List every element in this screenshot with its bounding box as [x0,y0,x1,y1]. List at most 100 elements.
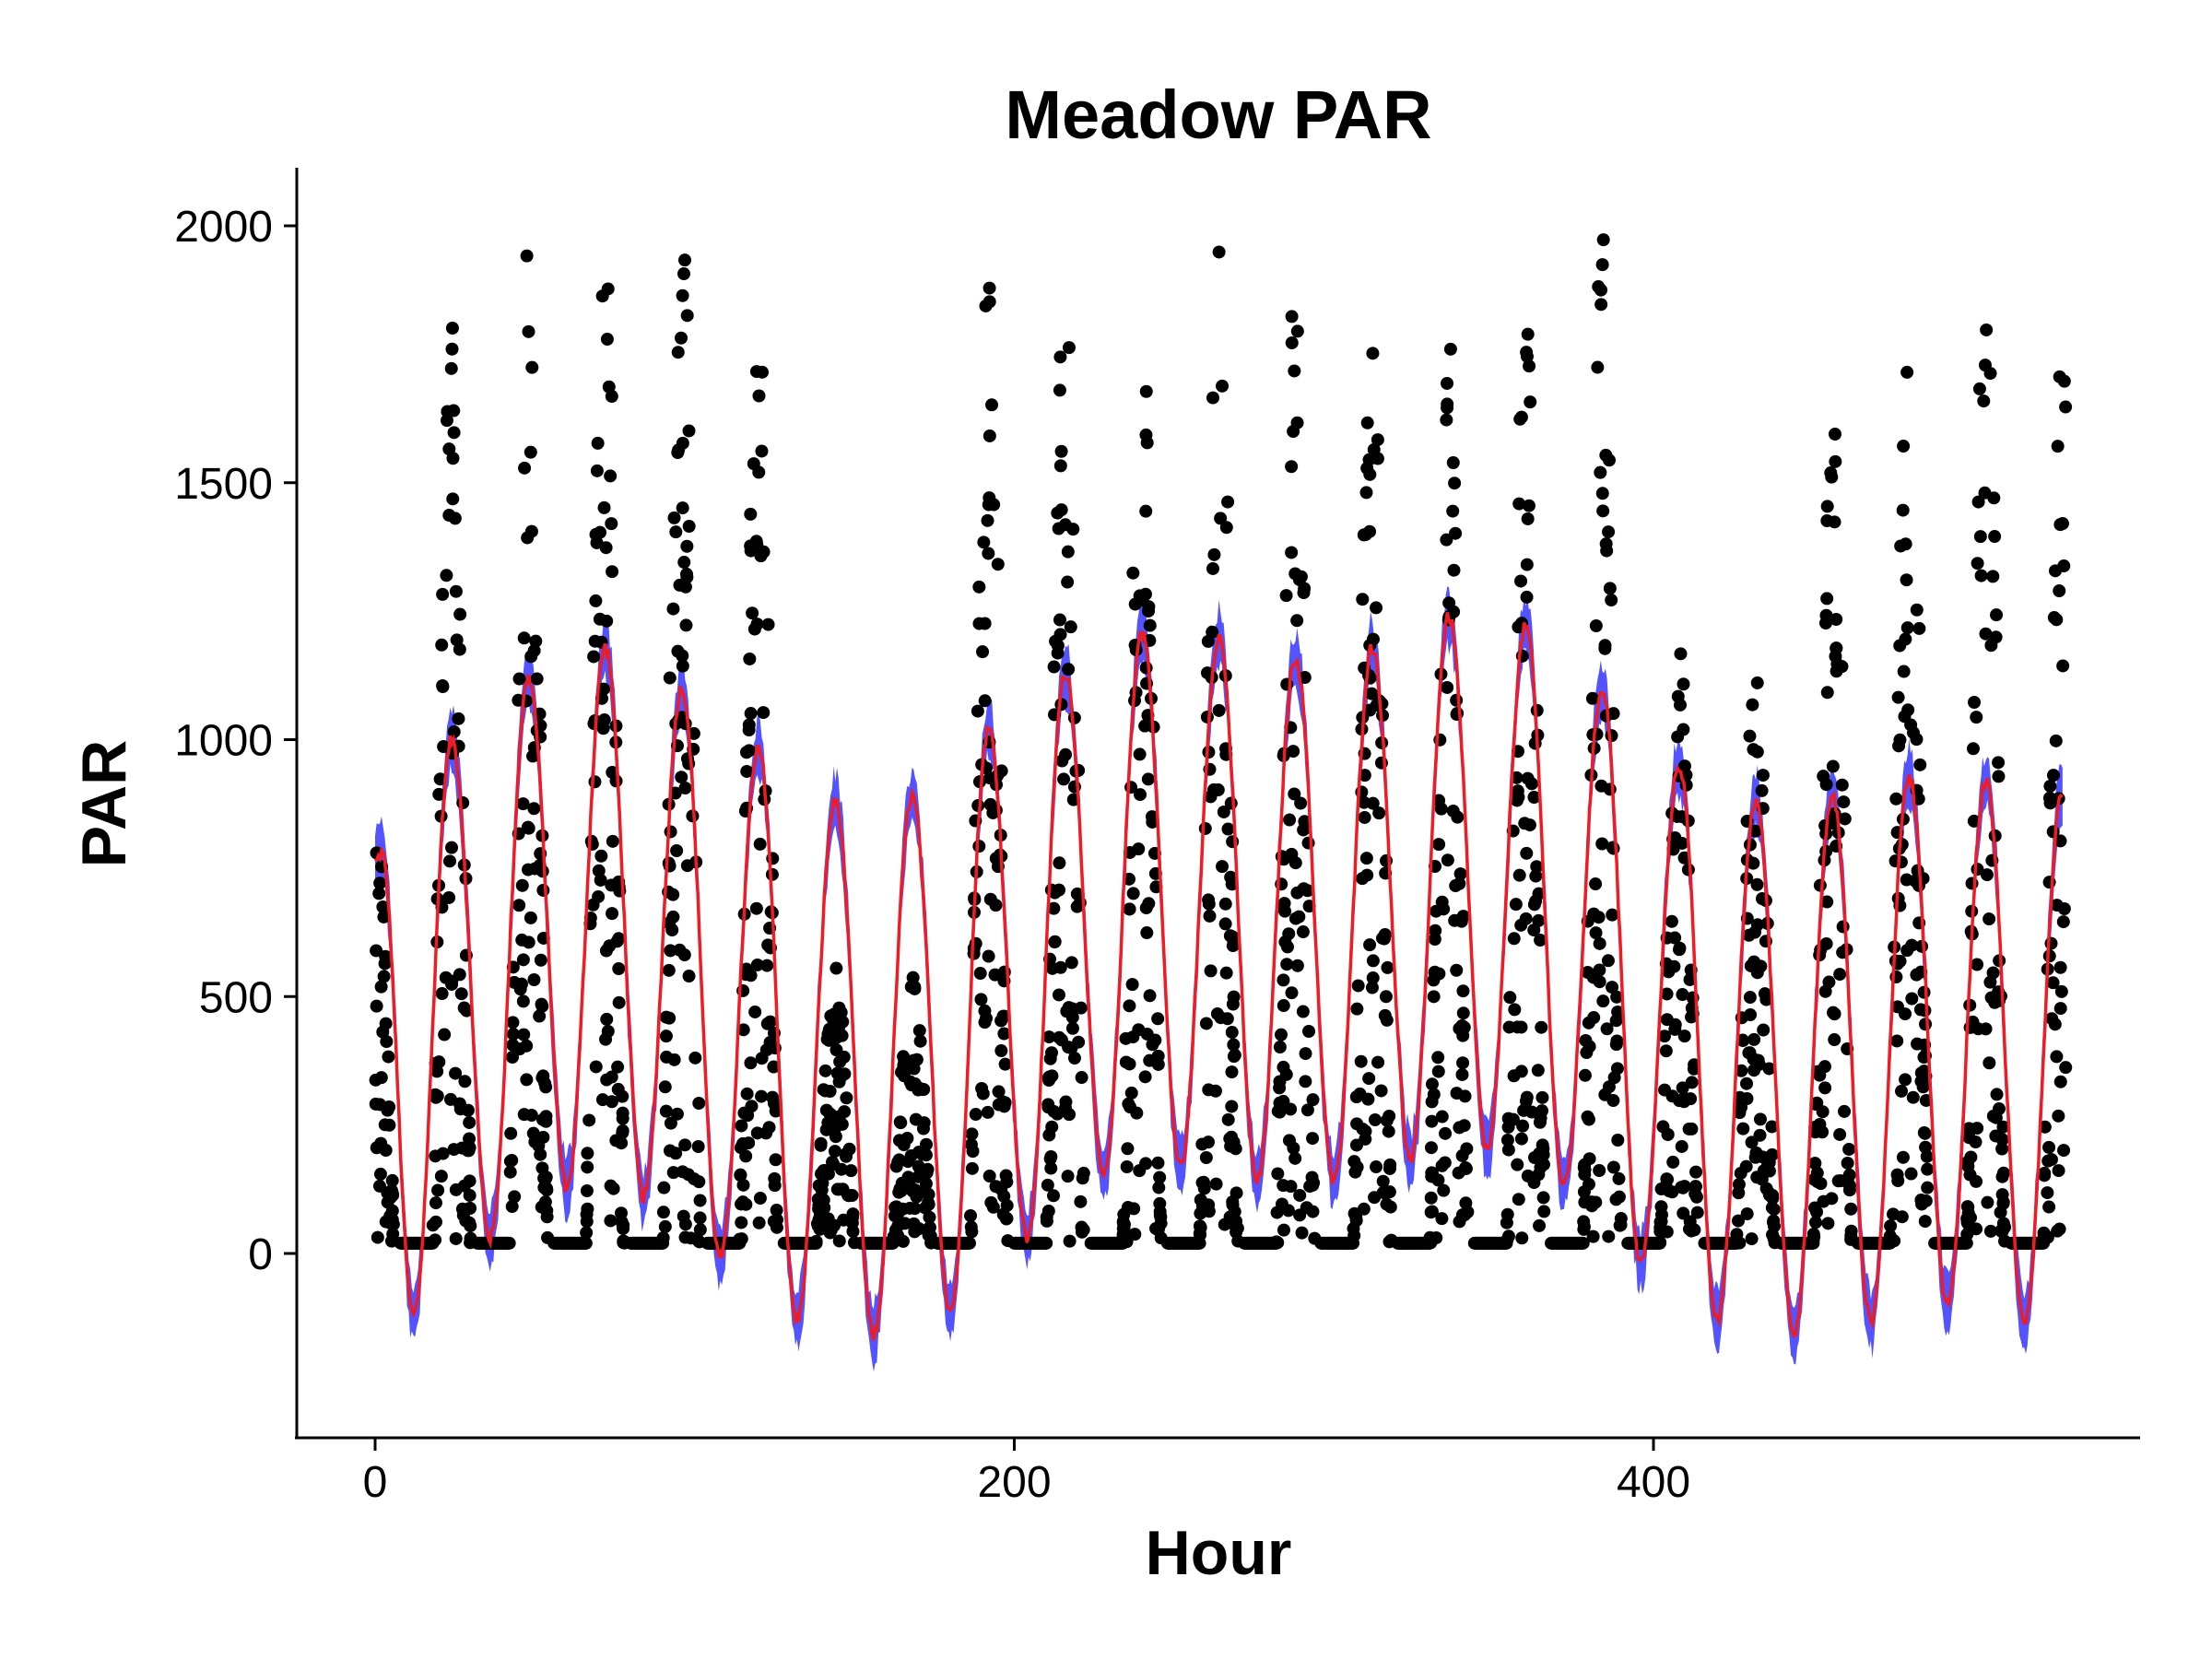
data-point [762,1121,776,1135]
data-point [829,1130,842,1144]
data-point [505,1200,519,1214]
data-point [604,1214,618,1228]
data-point [1966,1015,1980,1029]
data-point [1139,901,1153,915]
data-point [1748,1150,1762,1164]
data-point [1662,965,1676,979]
data-point [1434,802,1448,816]
data-point [1365,981,1379,994]
data-point [693,1211,707,1225]
data-point [1427,990,1441,1004]
data-point [1605,594,1618,607]
data-point [1446,456,1460,470]
data-point [1382,1235,1396,1249]
data-point [965,1161,979,1175]
data-point [1503,991,1517,1005]
data-point [520,1039,534,1053]
data-point [667,511,681,524]
data-point [463,1174,477,1188]
data-point [616,1218,629,1232]
data-point [1435,1110,1449,1124]
data-point [892,1153,906,1167]
data-point [1219,521,1233,535]
data-point [986,806,1000,819]
data-point [1533,1218,1547,1232]
x-axis-label: Hour [1146,1518,1292,1588]
data-point [1447,563,1461,577]
data-point [456,796,470,810]
data-point [1747,955,1761,969]
data-point [1382,1124,1395,1138]
data-point [972,840,986,853]
data-point [587,650,601,664]
data-point [1308,1231,1322,1245]
data-point [1065,1010,1079,1024]
data-point [833,1054,847,1068]
data-point [1290,614,1304,628]
data-point [1527,791,1541,805]
plot-area [369,233,2073,1372]
data-point [1424,1141,1438,1155]
data-point [1059,747,1073,761]
data-point [1600,1022,1614,1036]
data-point [969,1108,982,1122]
data-point [434,1170,448,1183]
data-point [1913,758,1927,771]
data-point [1609,1014,1623,1028]
data-point [1828,1033,1841,1047]
data-point [1051,646,1065,660]
data-point [1139,661,1153,675]
data-point [830,961,843,975]
data-point [1285,460,1299,474]
data-point [1278,904,1292,918]
data-point [450,633,464,647]
data-point [895,1176,909,1190]
data-point [755,444,769,458]
data-point [1596,504,1610,518]
data-point [2059,1061,2073,1075]
data-point [435,638,449,652]
data-point [1833,1127,1847,1141]
data-point [1610,1062,1624,1076]
data-point [1668,1022,1682,1036]
data-point [1366,632,1380,646]
data-point [1455,1067,1469,1081]
data-point [1828,428,1841,441]
data-point [770,1204,783,1218]
data-point [903,1201,917,1215]
data-point [895,1065,909,1079]
data-point [373,1167,387,1181]
data-point [666,888,680,901]
data-point [1844,1224,1858,1238]
data-point [1598,639,1612,653]
data-point [1589,877,1603,891]
data-point [1767,1231,1781,1245]
data-point [381,1215,394,1229]
data-point [2051,440,2065,453]
data-point [445,342,459,356]
data-point [1995,1142,2009,1156]
data-point [666,602,680,616]
data-point [827,1158,841,1171]
data-point [964,1209,978,1223]
data-point [1075,1071,1088,1085]
data-point [744,707,758,721]
data-point [581,1160,594,1174]
data-point [1214,512,1228,525]
data-point [1531,1064,1545,1077]
data-point [1058,518,1072,532]
data-point [581,1202,594,1216]
data-point [1606,707,1620,721]
data-point [1054,444,1068,458]
data-point [1529,869,1543,883]
data-point [1057,772,1071,786]
data-point [1284,1180,1298,1194]
data-point [1221,822,1235,836]
data-point [1064,620,1077,634]
data-point [1529,894,1543,908]
data-point [463,1115,477,1129]
data-point [664,825,677,839]
data-point [1512,868,1526,882]
data-point [1514,918,1528,932]
data-point [1825,470,1839,484]
